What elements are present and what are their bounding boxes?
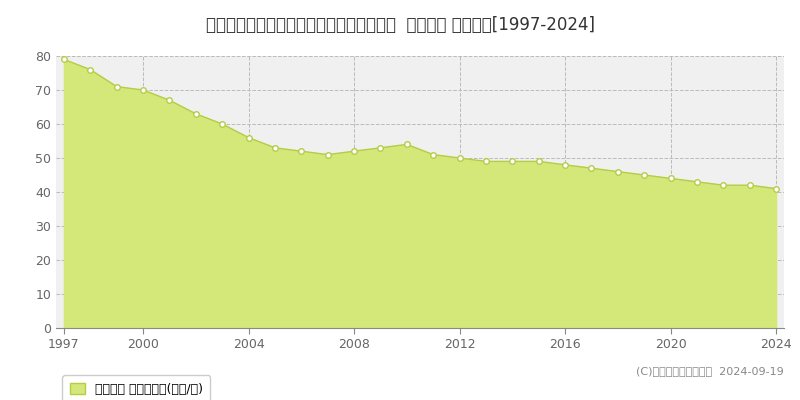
Legend: 基準地価 平均坪単価(万円/坪): 基準地価 平均坪単価(万円/坪) bbox=[62, 375, 210, 400]
Text: (C)土地価格ドットコム  2024-09-19: (C)土地価格ドットコム 2024-09-19 bbox=[636, 366, 784, 376]
Text: 神奈川県横須賀市桜が丘１丁目８６番３６  基準地価 地価推移[1997-2024]: 神奈川県横須賀市桜が丘１丁目８６番３６ 基準地価 地価推移[1997-2024] bbox=[206, 16, 594, 34]
